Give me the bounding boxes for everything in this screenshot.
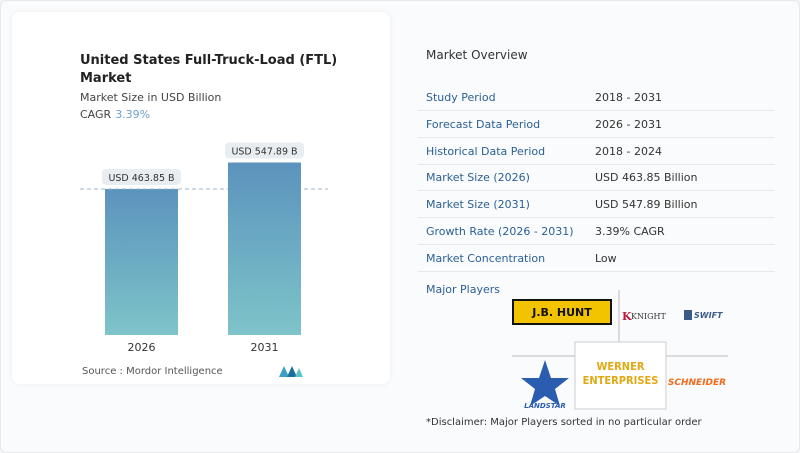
overview-row: Study Period 2018 - 2031 [418, 84, 775, 111]
chart-title: United States Full-Truck-Load (FTL) Mark… [80, 53, 338, 86]
overview-row-label: Forecast Data Period [426, 117, 541, 131]
overview-row-value: Low [595, 251, 617, 265]
overview-row-label: Market Concentration [426, 251, 546, 265]
source-note: Source : Mordor Intelligence [82, 366, 223, 377]
knight-logo: K KNIGHT [622, 310, 667, 323]
bar-2026 [105, 188, 178, 335]
overview-row-value: 2026 - 2031 [595, 117, 662, 131]
overview-row-label: Market Size (2026) [426, 171, 530, 185]
cagr-label: CAGR [80, 108, 112, 121]
chart-subtitle: Market Size in USD Billion [80, 91, 222, 104]
major-players-label: Major Players [426, 283, 500, 296]
overview-row: Forecast Data Period 2026 - 2031 [418, 111, 775, 138]
svg-text:LANDSTAR: LANDSTAR [524, 402, 566, 410]
overview-row: Market Concentration Low [418, 245, 775, 272]
data-label: USD 547.89 B [231, 147, 297, 158]
overview-row: Market Size (2026) USD 463.85 Billion [418, 164, 775, 192]
overview-row: Market Size (2031) USD 547.89 Billion [418, 191, 775, 219]
data-label-bg [225, 142, 304, 159]
jb-hunt-logo: J.B. HUNT [512, 299, 612, 325]
swift-logo: SWIFT [684, 310, 723, 320]
mordor-logo-icon [279, 366, 303, 377]
disclaimer: *Disclaimer: Major Players sorted in no … [426, 417, 702, 428]
x-tick-label: 2031 [251, 341, 279, 354]
data-label-bg [102, 168, 181, 185]
svg-text:J.B. HUNT: J.B. HUNT [531, 306, 592, 319]
overview-row-value: USD 463.85 Billion [595, 171, 698, 185]
overview-row-value: USD 547.89 Billion [595, 198, 698, 212]
svg-text:SCHNEIDER: SCHNEIDER [668, 378, 726, 388]
svg-text:KNIGHT: KNIGHT [631, 312, 667, 321]
overview-row-value: 2018 - 2031 [595, 91, 662, 104]
overview-row-value: 2018 - 2024 [595, 144, 662, 158]
werner-logo: WERNER ENTERPRISES [582, 360, 659, 387]
chart-card [12, 12, 390, 384]
overview-row-label: Historical Data Period [426, 144, 546, 158]
bar-2031 [228, 162, 301, 335]
svg-text:K: K [622, 310, 632, 323]
schneider-logo: SCHNEIDER [668, 378, 726, 388]
overview-row-label: Market Size (2031) [426, 198, 530, 212]
data-label: USD 463.85 B [108, 173, 174, 184]
landstar-logo: LANDSTAR [521, 360, 569, 410]
overview-row-label: Growth Rate (2026 - 2031) [426, 225, 574, 238]
x-tick-label: 2026 [128, 341, 156, 354]
overview-row-label: Study Period [426, 91, 496, 104]
cagr: CAGR 3.39% [80, 108, 150, 121]
overview-row: Historical Data Period 2018 - 2024 [418, 138, 775, 165]
overview-row-value: 3.39% CAGR [595, 225, 665, 238]
overview-row: Growth Rate (2026 - 2031) 3.39% CAGR [418, 218, 775, 245]
cagr-value: 3.39% [115, 108, 151, 121]
bar-chart: USD 463.85 B 2026 USD 547.89 B 2031 [80, 142, 328, 354]
overview-heading: Market Overview [426, 48, 528, 62]
svg-text:SWIFT: SWIFT [694, 311, 723, 320]
